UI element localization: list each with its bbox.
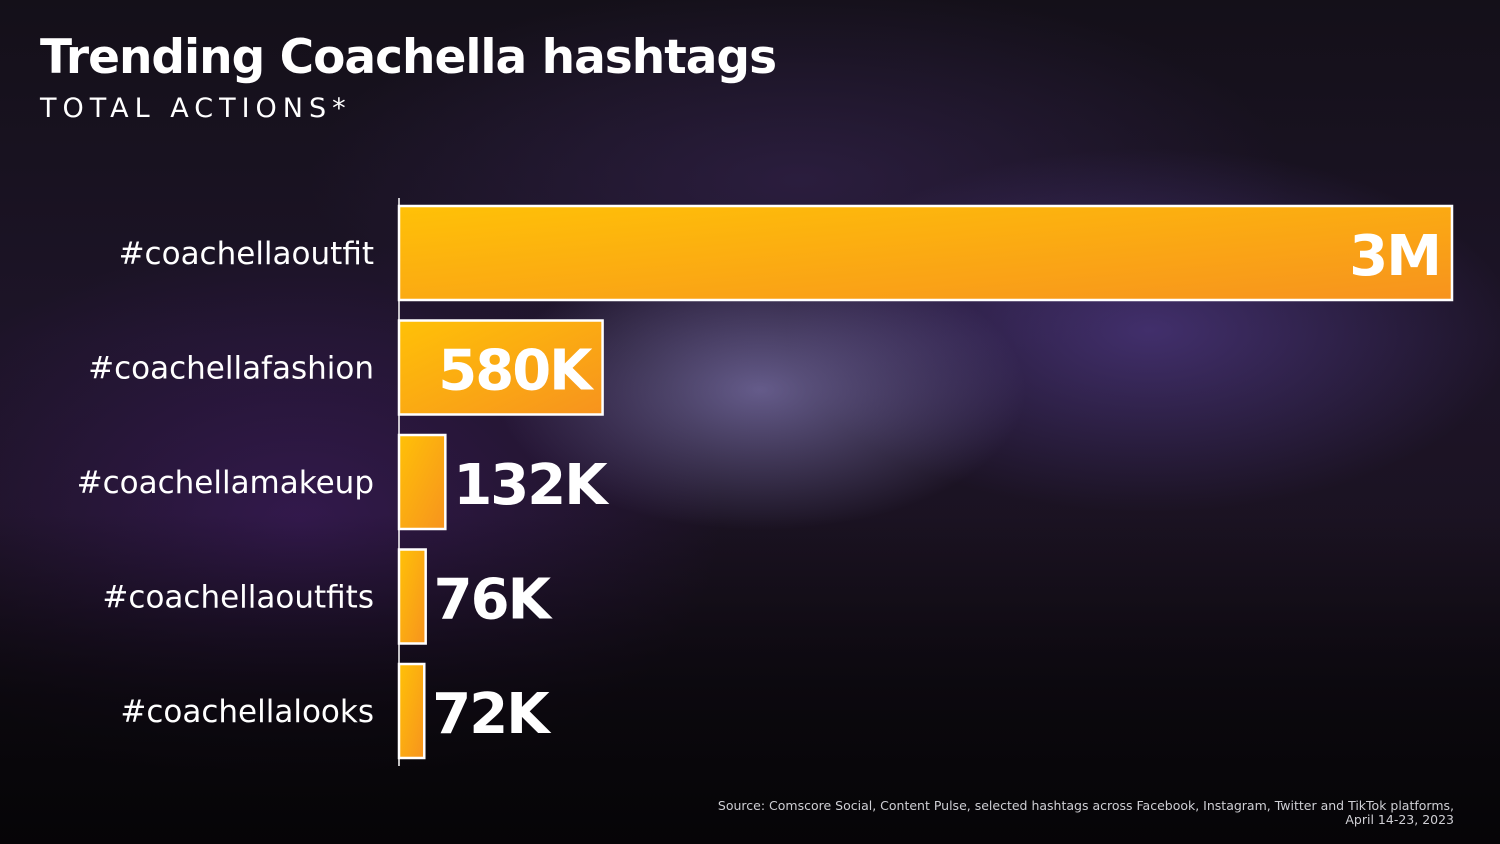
chart-title: Trending Coachella hashtags	[40, 30, 777, 85]
category-label: #coachellaoutfit	[119, 236, 374, 272]
data-label: 76K	[434, 568, 554, 633]
data-label: 580K	[438, 339, 595, 404]
bar	[397, 204, 1454, 302]
data-label: 72K	[432, 682, 552, 747]
bar	[397, 433, 447, 531]
background-crowd-shade	[0, 514, 1500, 844]
category-label: #coachellalooks	[120, 694, 374, 730]
data-label: 132K	[453, 453, 610, 518]
bars-group: #coachellaoutfit 3M #coachellafashion 580K #…	[77, 204, 1454, 760]
category-label: #coachellaoutfits	[102, 580, 374, 616]
category-label: #coachellafashion	[88, 351, 374, 387]
source-note: Source: Comscore Social, Content Pulse, …	[717, 798, 1454, 827]
data-label: 3M	[1349, 224, 1440, 289]
category-label: #coachellamakeup	[77, 465, 374, 501]
bar	[397, 662, 426, 760]
chart-subtitle: TOTAL ACTIONS*	[40, 93, 352, 124]
bar	[397, 319, 604, 416]
bar	[397, 548, 427, 645]
